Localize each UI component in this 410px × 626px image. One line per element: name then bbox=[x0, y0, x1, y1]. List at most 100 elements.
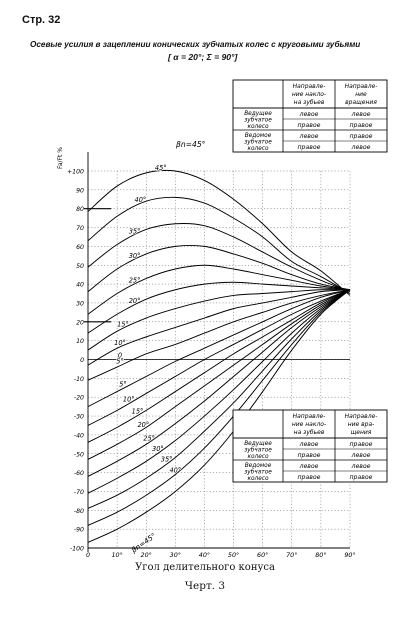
bottom-table-row-label: Ведомое bbox=[245, 463, 272, 469]
y-tick-label: 50 bbox=[76, 263, 84, 270]
series-line-11 bbox=[87, 289, 351, 426]
figure-caption: Черт. 3 bbox=[184, 580, 226, 592]
top-table-cell: правое bbox=[349, 122, 372, 129]
bottom-table-row-label: зубчатое bbox=[244, 470, 272, 476]
top-table-row-label: колесо bbox=[247, 146, 269, 152]
curve-label-9: 0 bbox=[118, 352, 122, 360]
y-tick-label: 40 bbox=[76, 282, 84, 289]
top-table-cell: левое bbox=[298, 133, 318, 140]
y-tick-label: 60 bbox=[76, 244, 84, 251]
y-tick-label: 20 bbox=[76, 319, 84, 326]
x-axis-title: Угол делительного конуса bbox=[135, 562, 275, 573]
y-tick-label: -80 bbox=[74, 508, 84, 515]
series-line-5 bbox=[87, 281, 351, 334]
chart-curves bbox=[87, 169, 351, 543]
top-table-row-label: колесо bbox=[247, 124, 269, 130]
y-tick-label: -100 bbox=[70, 546, 84, 553]
y-tick-label: 70 bbox=[76, 225, 84, 232]
y-axis-label: Fa/Ft % bbox=[57, 147, 64, 169]
top-table-cell: левое bbox=[350, 111, 370, 118]
top-table-row-label: Ведущее bbox=[244, 111, 272, 117]
x-tick-label: 80° bbox=[315, 551, 326, 559]
page-number: Стр. 32 bbox=[22, 14, 61, 26]
y-tick-label: +100 bbox=[67, 169, 84, 176]
y-tick-label: -10 bbox=[74, 376, 84, 383]
curve-label-12: 15° bbox=[132, 407, 144, 415]
series-line-4 bbox=[87, 264, 351, 315]
series-line-6 bbox=[87, 289, 351, 351]
y-tick-label: -50 bbox=[74, 451, 84, 458]
curve-label-7: 10° bbox=[114, 339, 126, 347]
chart-title: Осевые усилия в зацеплении конических зу… bbox=[30, 40, 361, 49]
chart-ticks: Fa/Ft %+100 90 80 70 60 50 40 30 20 10 0 -10 -20 -30 -… bbox=[57, 147, 356, 559]
x-tick-label: 90° bbox=[344, 551, 355, 559]
curve-label-16: 35° bbox=[161, 456, 173, 464]
bottom-table-row-label: зубчатое bbox=[244, 448, 272, 454]
series-line-0 bbox=[87, 169, 351, 296]
curve-label-2: 35° bbox=[129, 227, 141, 235]
bottom-table-cell: левое bbox=[350, 452, 370, 459]
curve-label-3: 30° bbox=[129, 252, 141, 260]
top-table-header: ние bbox=[355, 91, 367, 98]
bottom-table-header: щения bbox=[351, 429, 372, 436]
bottom-table-row-label: колесо bbox=[247, 454, 269, 460]
bottom-table-header: ние накло- bbox=[292, 421, 326, 428]
series-line-14 bbox=[87, 289, 351, 477]
curve-label-1: 40° bbox=[135, 196, 147, 204]
x-tick-label: 40° bbox=[199, 551, 210, 559]
bottom-table-header: ние вра- bbox=[348, 421, 375, 428]
y-tick-label: 90 bbox=[76, 187, 84, 194]
curve-label-5: 20° bbox=[129, 297, 141, 305]
series-line-8 bbox=[87, 289, 351, 381]
y-tick-label: -90 bbox=[74, 527, 84, 534]
series-line-16 bbox=[87, 289, 351, 509]
curve-label-15: 30° bbox=[152, 445, 164, 453]
top-table: Направле-ние накло-на зубьев Направле-ние… bbox=[232, 79, 388, 153]
top-table-row-label: зубчатое bbox=[244, 140, 272, 146]
y-tick-label: 30 bbox=[76, 300, 84, 307]
top-table-header: на зубьев bbox=[294, 99, 325, 106]
top-table-header: вращения bbox=[345, 99, 377, 106]
x-tick-label: 70° bbox=[286, 551, 297, 559]
x-tick-label: 30° bbox=[170, 551, 181, 559]
chart-tables: Направле-ние накло-на зубьев Направле-ние… bbox=[232, 79, 388, 483]
top-table-row-label: Ведомое bbox=[245, 133, 272, 139]
curve-label-17: 40° bbox=[169, 466, 181, 474]
series-line-15 bbox=[87, 289, 351, 494]
top-table-frame bbox=[232, 79, 388, 153]
curve-label-11: 10° bbox=[123, 396, 135, 404]
top-table-cell: левое bbox=[298, 111, 318, 118]
bottom-table-row-label: Ведущее bbox=[244, 441, 272, 447]
bottom-table: Направле-ние накло-на зубьев Направле-ние… bbox=[232, 409, 388, 483]
bottom-table-cell: правое bbox=[349, 441, 372, 448]
bottom-table-header: на зубьев bbox=[294, 429, 325, 436]
series-line-17 bbox=[87, 289, 351, 526]
curve-label-4: 25° bbox=[129, 276, 141, 284]
top-table-header: Направле- bbox=[293, 83, 326, 90]
series-line-12 bbox=[87, 289, 351, 443]
series-line-7 bbox=[87, 289, 351, 366]
y-tick-label: -30 bbox=[74, 414, 84, 421]
top-table-cell: правое bbox=[349, 133, 372, 140]
top-table-cell: правое bbox=[297, 144, 320, 151]
bottom-table-cell: левое bbox=[298, 463, 318, 470]
top-table-cell: левое bbox=[350, 144, 370, 151]
chart-curve-labels: 45°40°35°30°25°20°15°10°5°05°10°15°20°25… bbox=[113, 140, 206, 555]
bottom-table-cell: правое bbox=[297, 452, 320, 459]
top-beta-label: βn=45° bbox=[176, 140, 206, 149]
y-tick-label: 10 bbox=[76, 338, 84, 345]
x-tick-label: 20° bbox=[141, 551, 152, 559]
bottom-table-header: Направле- bbox=[293, 413, 326, 420]
y-tick-label: -40 bbox=[74, 432, 84, 439]
bottom-table-cell: правое bbox=[349, 474, 372, 481]
x-tick-label: 10° bbox=[111, 551, 122, 559]
y-tick-label: 80 bbox=[76, 206, 84, 213]
x-tick-label: 0 bbox=[86, 551, 90, 559]
x-tick-label: 60° bbox=[257, 551, 268, 559]
curve-label-13: 20° bbox=[137, 421, 149, 429]
series-line-3 bbox=[87, 244, 351, 293]
top-table-header: Направле- bbox=[345, 83, 378, 90]
y-tick-label: -60 bbox=[74, 470, 84, 477]
curve-label-6: 15° bbox=[117, 321, 129, 329]
